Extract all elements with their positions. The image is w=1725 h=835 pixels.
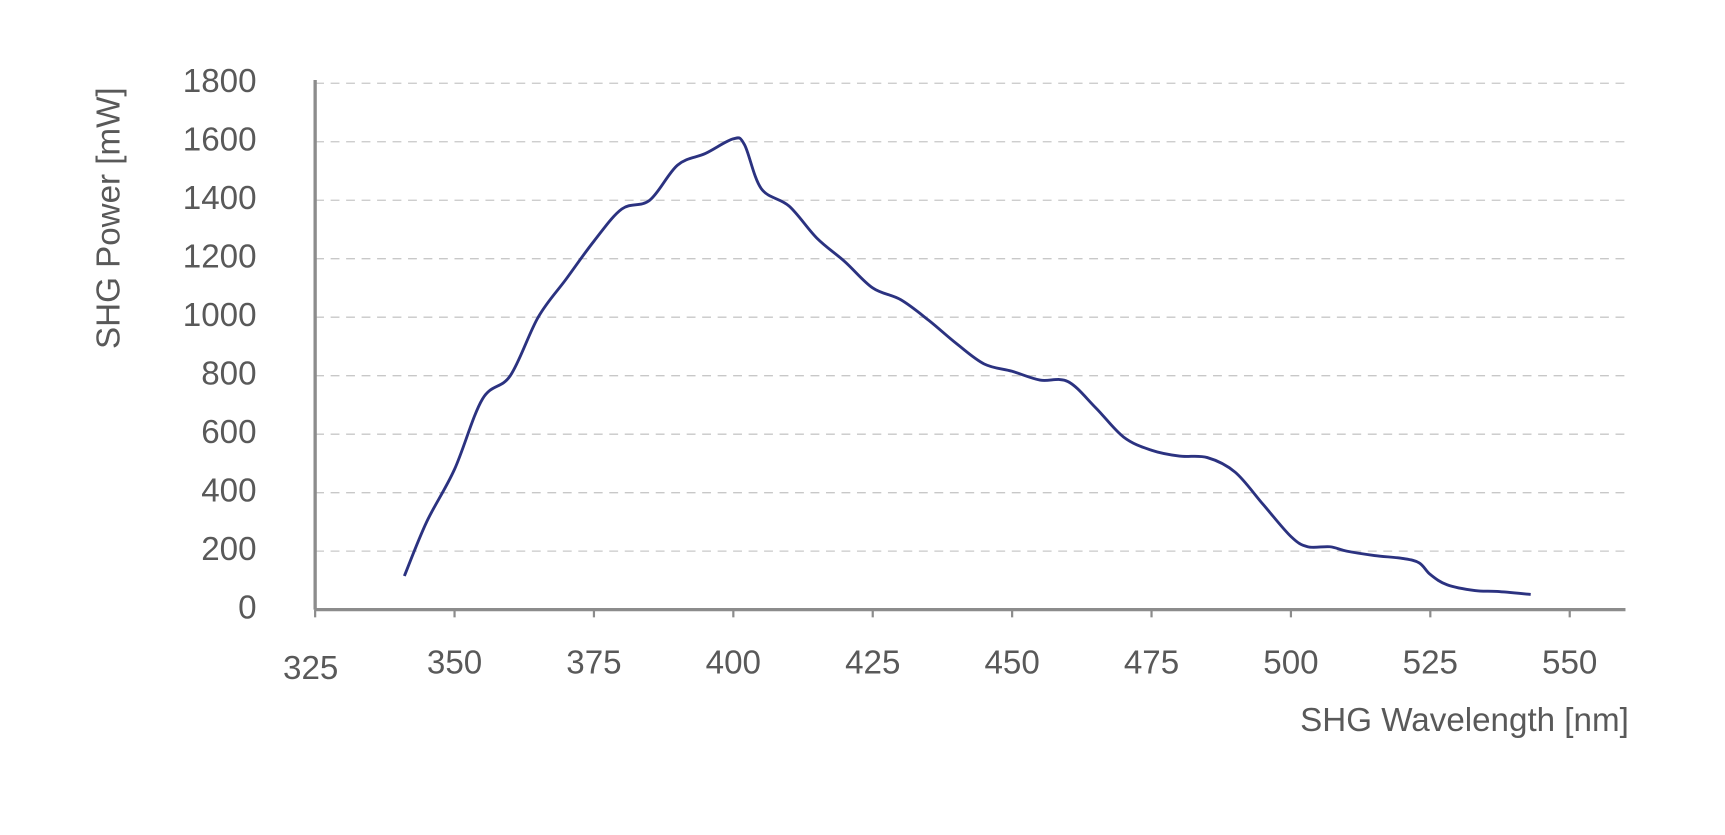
x-tick-label: 500	[1263, 645, 1318, 682]
y-tick-label: 1600	[183, 122, 257, 159]
x-tick-label: 475	[1124, 645, 1179, 682]
y-tick-label: 400	[201, 472, 256, 509]
y-tick-label: 600	[201, 414, 256, 451]
x-tick-label: 350	[427, 645, 482, 682]
y-tick-label: 800	[201, 355, 256, 392]
x-tick-label: 325	[283, 650, 338, 687]
y-axis-label: SHG Power [mW]	[90, 87, 127, 349]
x-tick-label: 525	[1403, 645, 1458, 682]
y-tick-label: 1400	[183, 180, 257, 217]
x-tick-label: 450	[984, 645, 1039, 682]
y-tick-label: 1200	[183, 238, 257, 275]
y-tick-label: 0	[238, 589, 256, 626]
y-tick-label: 1000	[183, 297, 257, 334]
x-tick-label: 550	[1542, 645, 1597, 682]
x-tick-label: 375	[566, 645, 621, 682]
x-tick-label: 400	[706, 645, 761, 682]
x-tick-label: 425	[845, 645, 900, 682]
y-tick-label: 200	[201, 531, 256, 568]
x-axis-label: SHG Wavelength [nm]	[1300, 702, 1629, 739]
data-line	[403, 136, 1531, 596]
y-tick-label: 1800	[183, 63, 257, 100]
